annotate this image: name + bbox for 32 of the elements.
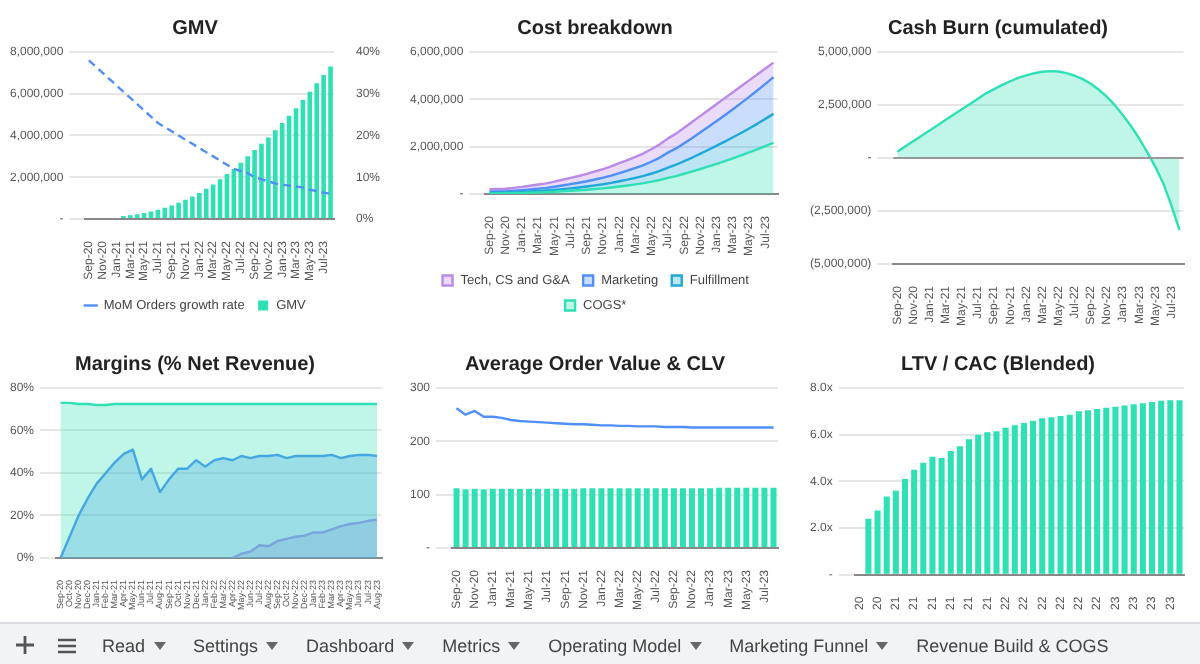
bar [190,196,195,218]
chart-title: Cash Burn (cumulated) [887,17,1109,40]
bar [169,205,174,218]
bar [901,478,909,574]
chart-title: LTV / CAC (Blended) [900,353,1096,376]
text: Settings [193,635,259,655]
bar [321,74,326,218]
bar [148,211,154,218]
bar [1084,410,1092,574]
text: Metrics [442,635,501,655]
bar [272,130,278,218]
bar [259,143,264,218]
bar [238,162,244,218]
bar [865,518,872,574]
bar [328,66,333,218]
text: Read [102,635,146,655]
text: Revenue Build & COGS [916,635,1109,655]
bar [197,192,202,218]
chart-title: Average Order Value & CLV [464,353,726,376]
bar [183,199,188,218]
bar [266,137,271,218]
text: Operating Model [548,635,682,655]
bar [252,150,257,218]
chart-title: Margins (% Net Revenue) [74,353,316,376]
bar [203,188,209,218]
bar [314,83,320,218]
chart-title: Cost breakdown [517,17,673,40]
bar [245,156,250,218]
bar [176,202,181,218]
text: Marketing Funnel [729,635,869,655]
text: Dashboard [306,635,395,655]
chart-title: GMV [172,17,219,40]
